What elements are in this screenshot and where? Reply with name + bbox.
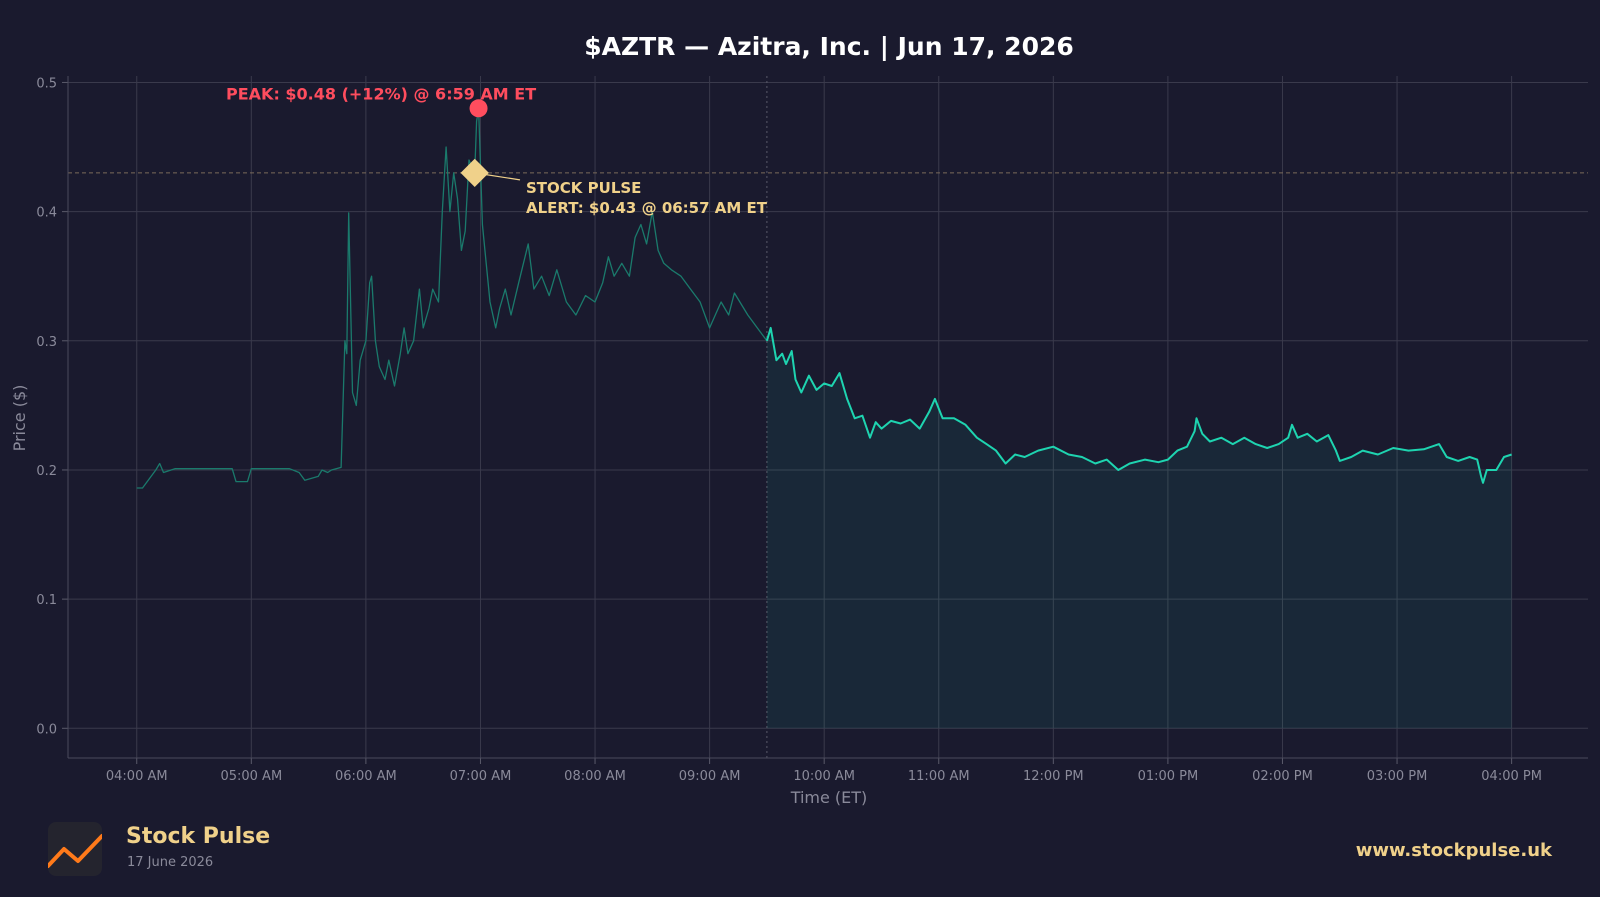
peak-label: PEAK: $0.48 (+12%) @ 6:59 AM ET xyxy=(226,84,536,103)
x-tick-label: 05:00 AM xyxy=(220,769,282,784)
y-tick-label: 0.3 xyxy=(36,335,57,350)
premarket-line xyxy=(136,107,768,489)
y-axis-label: Price ($) xyxy=(10,385,29,452)
plot-area xyxy=(136,107,1512,729)
y-tick-label: 0.4 xyxy=(36,206,57,221)
x-axis-label: Time (ET) xyxy=(790,788,868,807)
alert-marker xyxy=(460,158,489,188)
chart-title: $AZTR — Azitra, Inc. | Jun 17, 2026 xyxy=(584,32,1074,61)
brand-name: Stock Pulse xyxy=(126,824,271,849)
x-tick-label: 06:00 AM xyxy=(335,769,397,784)
alert-label-title: STOCK PULSE xyxy=(526,179,641,197)
x-tick-label: 08:00 AM xyxy=(564,769,626,784)
x-tick-label: 04:00 AM xyxy=(106,769,168,784)
x-tick-label: 10:00 AM xyxy=(793,769,855,784)
alert-label-detail: ALERT: $0.43 @ 06:57 AM ET xyxy=(526,199,768,217)
y-tick-label: 0.2 xyxy=(36,464,57,479)
y-tick-label: 0.1 xyxy=(36,593,57,608)
annotations: PEAK: $0.48 (+12%) @ 6:59 AM ET STOCK PUL… xyxy=(226,84,768,217)
x-tick-label: 04:00 PM xyxy=(1481,769,1542,784)
brand-url[interactable]: www.stockpulse.uk xyxy=(1355,840,1552,861)
trend-line-icon xyxy=(48,834,102,868)
x-tick-label: 02:00 PM xyxy=(1252,769,1313,784)
x-tick-label: 03:00 PM xyxy=(1367,769,1428,784)
x-tick-label: 09:00 AM xyxy=(679,769,741,784)
brand-date: 17 June 2026 xyxy=(127,855,214,870)
x-tick-label: 01:00 PM xyxy=(1138,769,1199,784)
x-tick-label: 11:00 AM xyxy=(908,769,970,784)
y-tick-label: 0.0 xyxy=(36,722,57,737)
regular-session-area xyxy=(766,327,1512,729)
grid xyxy=(68,76,1588,758)
x-tick-label: 07:00 AM xyxy=(450,769,512,784)
axes: 04:00 AM 05:00 AM 06:00 AM 07:00 AM 08:00 AM… xyxy=(36,76,1588,784)
y-tick-label: 0.5 xyxy=(36,76,57,91)
brand-logo xyxy=(48,822,102,876)
peak-marker xyxy=(469,99,488,118)
regular-session-line xyxy=(765,326,1512,484)
x-tick-label: 12:00 PM xyxy=(1023,769,1084,784)
